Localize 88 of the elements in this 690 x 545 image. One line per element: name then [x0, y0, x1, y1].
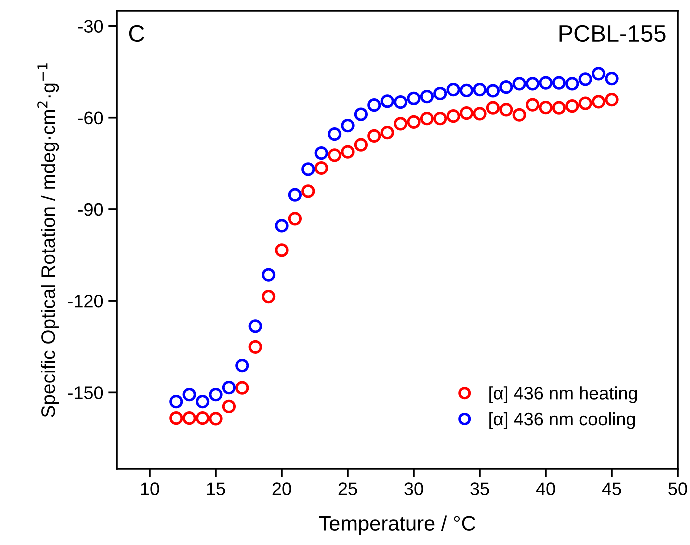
- x-tick-label: 10: [141, 482, 160, 496]
- x-tick-label: 35: [470, 482, 490, 496]
- legend-label: [α] 436 nm heating: [490, 386, 638, 404]
- point: [182, 412, 196, 426]
- point: [592, 95, 606, 109]
- x-tick-label: 45: [602, 482, 622, 496]
- point: [236, 381, 250, 395]
- y-tick-label: -150: [68, 386, 104, 400]
- point: [328, 128, 342, 142]
- x-tick-label: 40: [536, 482, 556, 496]
- point: [473, 107, 487, 121]
- y-tick-label: -30: [78, 20, 104, 33]
- point: [222, 400, 236, 414]
- y-tick-label: -120: [68, 295, 104, 308]
- x-tick-label: 15: [207, 482, 226, 496]
- point: [314, 146, 328, 160]
- y-tick-label: -90: [78, 203, 104, 216]
- point: [248, 320, 262, 334]
- point: [420, 90, 434, 104]
- point: [500, 80, 514, 94]
- point: [196, 412, 210, 426]
- point: [262, 290, 276, 304]
- annotation: C: [129, 25, 144, 42]
- point: [578, 72, 592, 86]
- point: [473, 82, 487, 97]
- point: [407, 115, 421, 129]
- point: [314, 161, 328, 176]
- point: [328, 148, 342, 162]
- y-tick-label: -60: [78, 112, 104, 125]
- point: [526, 77, 540, 91]
- point: [420, 112, 434, 126]
- point: [354, 138, 368, 152]
- point: [592, 67, 606, 81]
- x-tick-label: 20: [272, 482, 292, 496]
- point: [566, 99, 580, 114]
- x-tick-label: 30: [404, 482, 424, 496]
- point: [605, 72, 619, 86]
- x-tick-label: 50: [668, 482, 688, 496]
- point: [460, 84, 474, 98]
- point: [446, 110, 460, 124]
- point: [288, 188, 302, 202]
- point: [526, 98, 540, 112]
- point: [460, 106, 474, 120]
- point: [196, 395, 210, 409]
- y-axis-title: Specific Optical Rotation / mdeg·cm$^{2}$·g$^{−1}$: [38, 64, 60, 418]
- point: [275, 244, 289, 258]
- point: [170, 395, 184, 409]
- x-tick-label: 25: [338, 482, 358, 496]
- point: [407, 92, 421, 106]
- point: [605, 93, 619, 107]
- point: [434, 86, 448, 101]
- point: [539, 76, 553, 90]
- point: [486, 84, 500, 98]
- point: [302, 162, 316, 176]
- point: [512, 108, 526, 122]
- point: [434, 112, 448, 126]
- point: [182, 388, 196, 402]
- point: [394, 95, 408, 110]
- point: [262, 268, 276, 282]
- point: [552, 76, 566, 90]
- point: [341, 145, 355, 159]
- point: [209, 388, 223, 402]
- point: [288, 212, 302, 226]
- point: [236, 358, 250, 373]
- point: [275, 219, 289, 233]
- x-axis-title: Temperature / °C: [319, 516, 476, 536]
- point: [368, 98, 382, 112]
- point: [380, 126, 394, 140]
- point: [566, 77, 580, 91]
- legend-label: [α] 436 nm cooling: [490, 412, 636, 430]
- point: [248, 340, 262, 354]
- point: [341, 119, 355, 133]
- point: [486, 101, 500, 115]
- point: [500, 103, 514, 117]
- point: [354, 108, 368, 122]
- point: [222, 380, 236, 395]
- point: [552, 101, 566, 115]
- point: [209, 412, 223, 426]
- point: [539, 100, 553, 115]
- point: [512, 77, 526, 91]
- point: [170, 412, 184, 426]
- point: [394, 117, 408, 131]
- annotation: PCBL-155: [560, 25, 666, 42]
- point: [380, 94, 394, 108]
- point: [368, 129, 382, 143]
- point: [446, 82, 460, 97]
- point: [302, 184, 316, 198]
- point: [578, 96, 592, 110]
